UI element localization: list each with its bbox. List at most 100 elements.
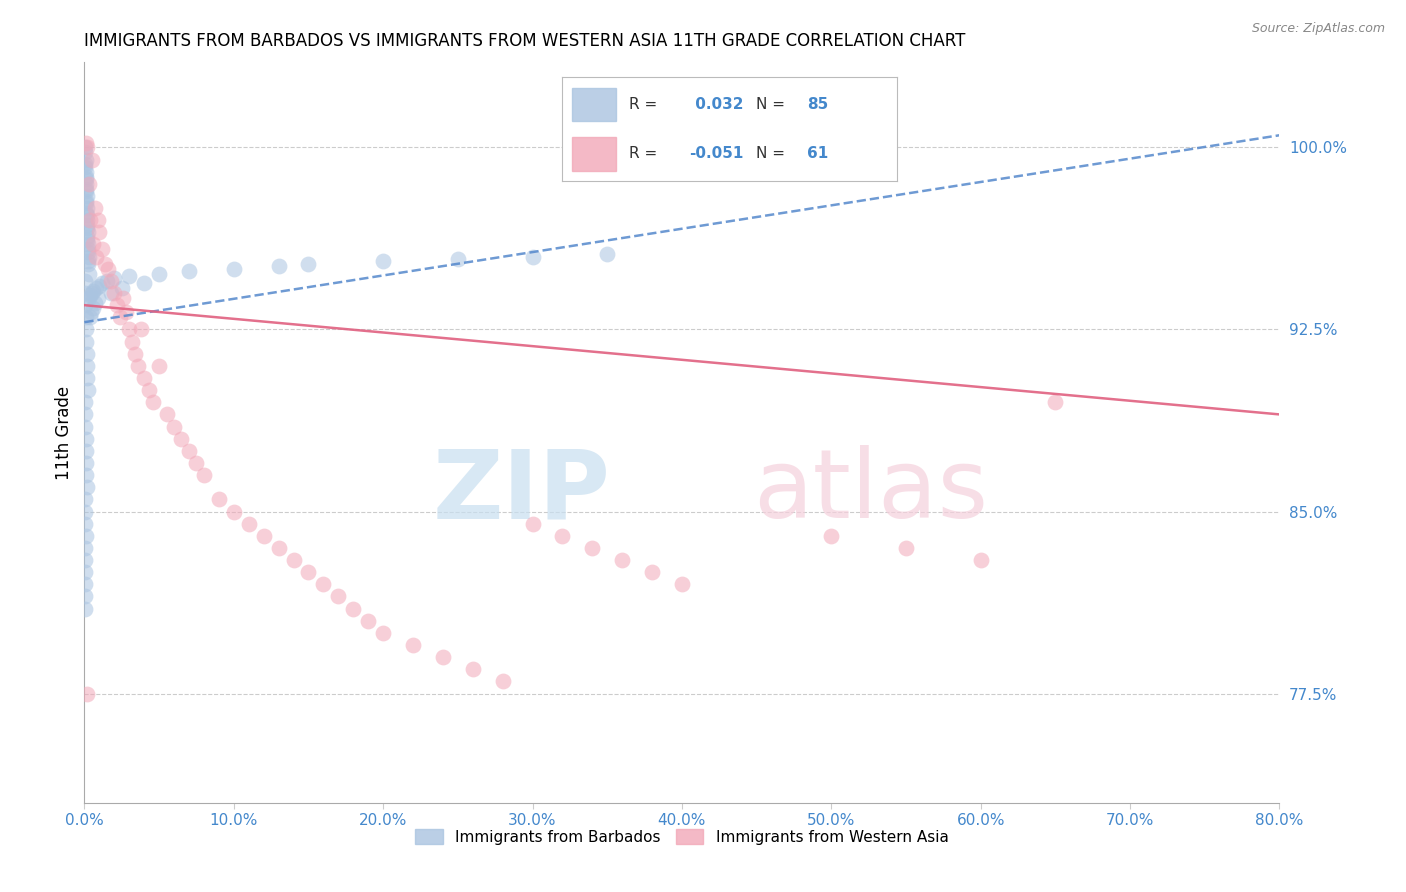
- Point: [820, 529, 842, 543]
- Point: [75, 516, 97, 531]
- Point: [75, 456, 97, 470]
- Text: Source: ZipAtlas.com: Source: ZipAtlas.com: [1251, 22, 1385, 36]
- Point: [75, 157, 97, 171]
- Point: [432, 650, 454, 665]
- Point: [94, 257, 117, 271]
- Point: [522, 250, 544, 264]
- Point: [132, 277, 156, 291]
- Point: [75, 169, 97, 184]
- Point: [75, 553, 97, 567]
- Point: [75, 206, 97, 220]
- Point: [142, 395, 165, 409]
- Point: [75, 164, 97, 178]
- Point: [186, 456, 208, 470]
- Point: [148, 359, 170, 373]
- Point: [267, 541, 290, 555]
- Point: [121, 334, 143, 349]
- Point: [177, 264, 200, 278]
- Point: [75, 298, 97, 312]
- Point: [970, 553, 993, 567]
- Point: [894, 541, 917, 555]
- Point: [253, 529, 276, 543]
- Point: [75, 529, 97, 543]
- Point: [75, 504, 97, 518]
- Point: [75, 136, 97, 150]
- Point: [75, 196, 97, 211]
- Point: [1045, 395, 1067, 409]
- Point: [328, 590, 350, 604]
- Point: [77, 257, 100, 271]
- Point: [551, 529, 574, 543]
- Point: [77, 291, 100, 305]
- Point: [97, 261, 120, 276]
- Point: [75, 541, 97, 555]
- Point: [148, 267, 170, 281]
- Point: [86, 250, 108, 264]
- Point: [75, 590, 97, 604]
- Point: [402, 638, 425, 652]
- Point: [222, 504, 245, 518]
- Point: [238, 516, 260, 531]
- Point: [83, 201, 105, 215]
- Point: [76, 225, 98, 239]
- Point: [76, 359, 98, 373]
- Point: [77, 250, 100, 264]
- Point: [492, 674, 515, 689]
- Point: [80, 305, 103, 319]
- Point: [79, 310, 101, 325]
- Point: [96, 274, 118, 288]
- Point: [373, 254, 395, 268]
- Point: [100, 274, 122, 288]
- Point: [77, 177, 100, 191]
- Legend: Immigrants from Barbados, Immigrants from Western Asia: Immigrants from Barbados, Immigrants fro…: [409, 823, 955, 851]
- Point: [461, 662, 484, 676]
- Point: [75, 184, 97, 198]
- Point: [83, 295, 105, 310]
- Point: [75, 577, 97, 591]
- Point: [671, 577, 693, 591]
- Point: [75, 492, 97, 507]
- Point: [87, 291, 110, 305]
- Point: [124, 347, 146, 361]
- Point: [75, 395, 97, 409]
- Text: IMMIGRANTS FROM BARBADOS VS IMMIGRANTS FROM WESTERN ASIA 11TH GRADE CORRELATION : IMMIGRANTS FROM BARBADOS VS IMMIGRANTS F…: [84, 32, 966, 50]
- Point: [312, 577, 335, 591]
- Point: [76, 201, 98, 215]
- Point: [80, 286, 103, 301]
- Point: [129, 322, 152, 336]
- Point: [75, 601, 97, 615]
- Point: [76, 347, 98, 361]
- Point: [177, 443, 200, 458]
- Point: [297, 257, 319, 271]
- Point: [612, 553, 634, 567]
- Point: [100, 286, 122, 301]
- Point: [75, 408, 97, 422]
- Point: [75, 334, 97, 349]
- Point: [76, 220, 98, 235]
- Point: [283, 553, 305, 567]
- Point: [75, 182, 97, 196]
- Point: [297, 565, 319, 579]
- Point: [75, 160, 97, 174]
- Point: [82, 301, 104, 315]
- Point: [138, 383, 160, 397]
- Point: [75, 419, 97, 434]
- Point: [82, 284, 104, 298]
- Point: [75, 443, 97, 458]
- Point: [75, 145, 97, 160]
- Point: [76, 189, 98, 203]
- Point: [91, 277, 114, 291]
- Point: [76, 230, 98, 244]
- Point: [77, 244, 100, 259]
- Point: [76, 243, 98, 257]
- Point: [76, 480, 98, 494]
- Point: [75, 153, 97, 167]
- Point: [342, 601, 364, 615]
- Text: ZIP: ZIP: [432, 445, 610, 539]
- Point: [77, 254, 100, 268]
- Point: [87, 213, 110, 227]
- Point: [77, 267, 100, 281]
- Point: [76, 371, 98, 385]
- Point: [76, 218, 98, 232]
- Point: [86, 281, 108, 295]
